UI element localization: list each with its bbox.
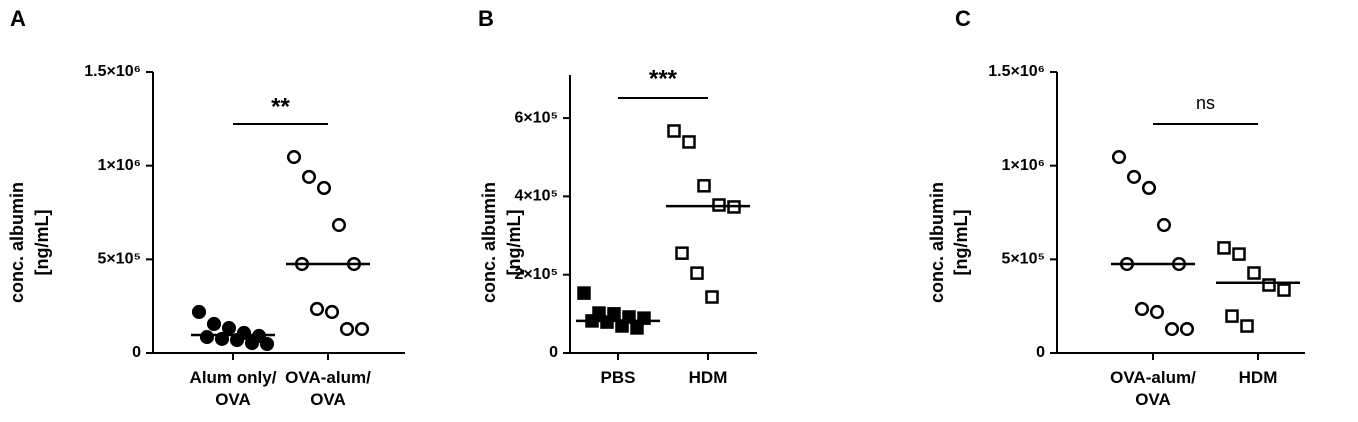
panel-label: B (478, 6, 494, 31)
data-point (1225, 309, 1239, 323)
y-tick-label: 1.5×10⁶ (988, 63, 1045, 80)
y-tick-label: 0 (132, 344, 141, 361)
data-point (221, 321, 237, 336)
y-tick-label: 4×10⁵ (514, 188, 558, 205)
data-point (690, 266, 704, 280)
data-point (1217, 241, 1231, 255)
data-point (630, 321, 644, 335)
y-tick-label: 2×10⁵ (514, 266, 558, 283)
data-point (286, 149, 302, 165)
data-point (199, 330, 215, 345)
data-point (309, 301, 325, 317)
y-tick-label: 1×10⁶ (1002, 157, 1045, 174)
y-axis-label: conc. albumin (479, 182, 499, 303)
data-point (1149, 304, 1165, 320)
data-point (316, 180, 332, 196)
x-tick-label: PBS (601, 368, 636, 387)
data-point (682, 135, 696, 149)
data-point (577, 286, 591, 300)
data-point (301, 169, 317, 184)
x-tick-label: OVA (310, 390, 346, 409)
significance-label: ** (271, 93, 290, 120)
y-axis-label: [ng/mL] (32, 210, 52, 276)
data-point (1262, 278, 1276, 292)
data-point (354, 321, 370, 337)
data-point (667, 124, 681, 138)
data-point (1141, 180, 1157, 196)
x-tick-label: HDM (1239, 368, 1278, 387)
data-point (1179, 321, 1195, 337)
data-point (244, 336, 260, 351)
y-tick-label: 6×10⁵ (514, 109, 558, 126)
data-point (1164, 321, 1180, 337)
x-tick-label: OVA-alum/ (285, 368, 371, 387)
x-tick-label: OVA (1135, 390, 1171, 409)
data-point (1111, 149, 1127, 165)
y-tick-label: 5×10⁵ (97, 251, 141, 268)
data-point (1126, 169, 1142, 184)
data-point (191, 304, 207, 320)
data-point (331, 218, 347, 233)
x-tick-label: OVA-alum/ (1110, 368, 1196, 387)
data-point (1247, 266, 1261, 280)
data-point (1277, 283, 1291, 297)
data-point (607, 307, 621, 321)
y-tick-label: 1.5×10⁶ (84, 63, 141, 80)
data-point (1134, 301, 1150, 317)
x-tick-label: Alum only/ (190, 368, 277, 387)
panel-label: C (955, 6, 971, 31)
data-point (697, 179, 711, 193)
y-tick-label: 0 (549, 344, 558, 361)
y-tick-label: 5×10⁵ (1001, 251, 1045, 268)
data-point (705, 290, 719, 304)
significance-label: *** (649, 65, 678, 92)
y-tick-label: 1×10⁶ (98, 157, 141, 174)
panel-label: A (10, 6, 26, 31)
data-point (637, 311, 651, 325)
data-point (206, 316, 222, 332)
y-axis-label: [ng/mL] (951, 210, 971, 276)
x-tick-label: HDM (689, 368, 728, 387)
x-tick-label: OVA (215, 390, 251, 409)
y-axis-label: conc. albumin (7, 182, 27, 303)
data-point (324, 304, 340, 320)
data-point (1156, 218, 1172, 233)
significance-label: ns (1196, 93, 1215, 113)
data-point (675, 246, 689, 260)
data-point (1232, 247, 1246, 261)
data-point (592, 306, 606, 320)
data-point (259, 336, 275, 352)
y-axis-label: conc. albumin (927, 182, 947, 303)
data-point (339, 321, 355, 337)
y-axis-label: [ng/mL] (504, 210, 524, 276)
data-point (622, 310, 636, 324)
y-tick-label: 0 (1036, 344, 1045, 361)
data-point (1240, 319, 1254, 333)
